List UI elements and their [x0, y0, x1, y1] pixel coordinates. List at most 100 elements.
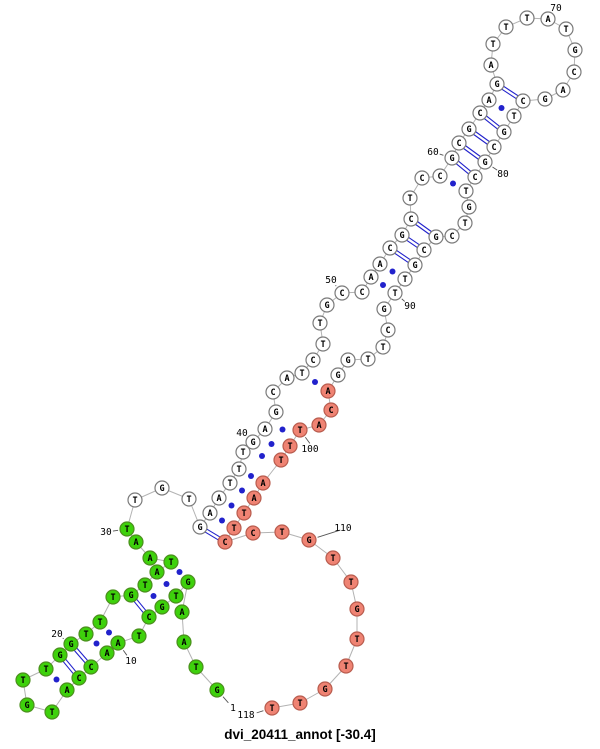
nucleotide-base-letter: T: [132, 496, 137, 506]
position-tick: [62, 637, 64, 640]
nucleotide-base-letter: C: [250, 529, 255, 539]
basepair-bond-dot: [268, 441, 275, 447]
nucleotide-node: [375, 339, 391, 355]
nucleotide-node: [363, 269, 379, 285]
nucleotide-base-letter: G: [433, 233, 438, 243]
nucleotide-base-letter: T: [20, 676, 25, 686]
nucleotide-node: [458, 183, 474, 199]
nucleotide-base-letter: C: [146, 613, 151, 623]
nucleotide-node: [119, 521, 135, 537]
nucleotide-base-letter: T: [343, 662, 348, 672]
nucleotide-base-letter: A: [154, 568, 159, 578]
nucleotide-base-letter: T: [563, 25, 568, 35]
nucleotide-node: [264, 700, 280, 716]
nucleotide-base-letter: C: [437, 172, 442, 182]
nucleotide-node: [211, 490, 227, 506]
basepair-bond-dot: [53, 676, 60, 683]
nucleotide-base-letter: G: [494, 80, 499, 90]
nucleotide-base-letter: G: [68, 640, 73, 650]
nucleotide-base-letter: T: [407, 194, 412, 204]
nucleotide-node: [265, 384, 281, 400]
nucleotide-base-letter: G: [381, 305, 386, 315]
nucleotide-node: [59, 682, 75, 698]
nucleotide-base-letter: T: [240, 448, 245, 458]
nucleotide-node: [360, 351, 376, 367]
nucleotide-node: [188, 659, 204, 675]
position-label: 80: [497, 169, 509, 180]
nucleotide-base-letter: A: [133, 538, 138, 548]
nucleotide-base-letter: G: [250, 438, 255, 448]
nucleotide-node: [489, 76, 505, 92]
nucleotide-node: [338, 658, 354, 674]
nucleotide-node: [38, 661, 54, 677]
nucleotide-node: [63, 636, 79, 652]
nucleotide-node: [305, 352, 321, 368]
nucleotide-base-letter: G: [466, 125, 471, 135]
nucleotide-node: [372, 256, 388, 272]
position-label: 20: [51, 629, 63, 640]
nucleotide-node: [274, 524, 290, 540]
nucleotide-base-letter: G: [354, 605, 359, 615]
nucleotide-node: [477, 154, 493, 170]
basepair-bond-dot: [380, 282, 386, 288]
position-label: 118: [237, 710, 254, 721]
nucleotide-node: [273, 452, 289, 468]
nucleotide-node: [320, 383, 336, 399]
nucleotide-node: [149, 564, 165, 580]
nucleotide-base-letter: A: [284, 374, 289, 384]
nucleotide-base-letter: A: [260, 479, 265, 489]
nucleotide-base-letter: C: [456, 139, 461, 149]
nucleotide-base-letter: A: [104, 649, 109, 659]
nucleotide-base-letter: C: [491, 143, 496, 153]
nucleotide-base-letter: T: [193, 663, 198, 673]
nucleotide-base-letter: T: [402, 275, 407, 285]
nucleotide-node: [282, 438, 298, 454]
nucleotide-base-letter: G: [159, 603, 164, 613]
basepair-bond-dot: [93, 640, 100, 647]
nucleotide-node: [131, 628, 147, 644]
nucleotide-node: [123, 587, 139, 603]
nucleotide-node: [168, 588, 184, 604]
nucleotide-base-letter: G: [399, 231, 404, 241]
nucleotide-base-letter: C: [270, 388, 275, 398]
nucleotide-base-letter: G: [24, 701, 29, 711]
nucleotide-node: [340, 352, 356, 368]
nucleotide-base-letter: T: [168, 558, 173, 568]
position-tick: [122, 650, 128, 656]
nucleotide-base-letter: A: [147, 554, 152, 564]
nucleotide-base-letter: A: [377, 260, 382, 270]
nucleotide-node: [19, 697, 35, 713]
basepair-bond-dot: [106, 629, 112, 636]
nucleotide-node: [403, 211, 419, 227]
nucleotide-base-letter: G: [57, 651, 62, 661]
nucleotide-base-letter: A: [262, 425, 267, 435]
position-tick: [222, 696, 229, 704]
nucleotide-base-letter: A: [560, 86, 565, 96]
basepair-bond-dot: [498, 105, 505, 111]
position-label: 60: [427, 147, 439, 158]
nucleotide-node: [245, 434, 261, 450]
nucleotide-base-letter: A: [486, 96, 491, 106]
nucleotide-base-letter: T: [241, 509, 246, 519]
nucleotide-base-letter: A: [545, 15, 550, 25]
nucleotide-base-letter: A: [368, 273, 373, 283]
nucleotide-node: [83, 659, 99, 675]
nucleotide-node: [141, 609, 157, 625]
nucleotide-node: [181, 491, 197, 507]
nucleotide-node: [317, 681, 333, 697]
nucleotide-base-letter: T: [511, 112, 516, 122]
position-tick: [112, 529, 119, 532]
nucleotide-node: [128, 534, 144, 550]
position-tick: [401, 298, 406, 302]
nucleotide-node: [323, 402, 339, 418]
nucleotide-base-letter: T: [463, 187, 468, 197]
nucleotide-base-letter: C: [328, 406, 333, 416]
nucleotide-base-letter: T: [524, 14, 529, 24]
nucleotide-node: [334, 285, 350, 301]
nucleotide-base-letter: A: [115, 639, 120, 649]
position-label: 110: [334, 523, 351, 534]
nucleotide-base-letter: C: [449, 232, 454, 242]
nucleotide-base-letter: T: [278, 456, 283, 466]
nucleotide-node: [279, 370, 295, 386]
nucleotide-base-letter: A: [316, 421, 321, 431]
